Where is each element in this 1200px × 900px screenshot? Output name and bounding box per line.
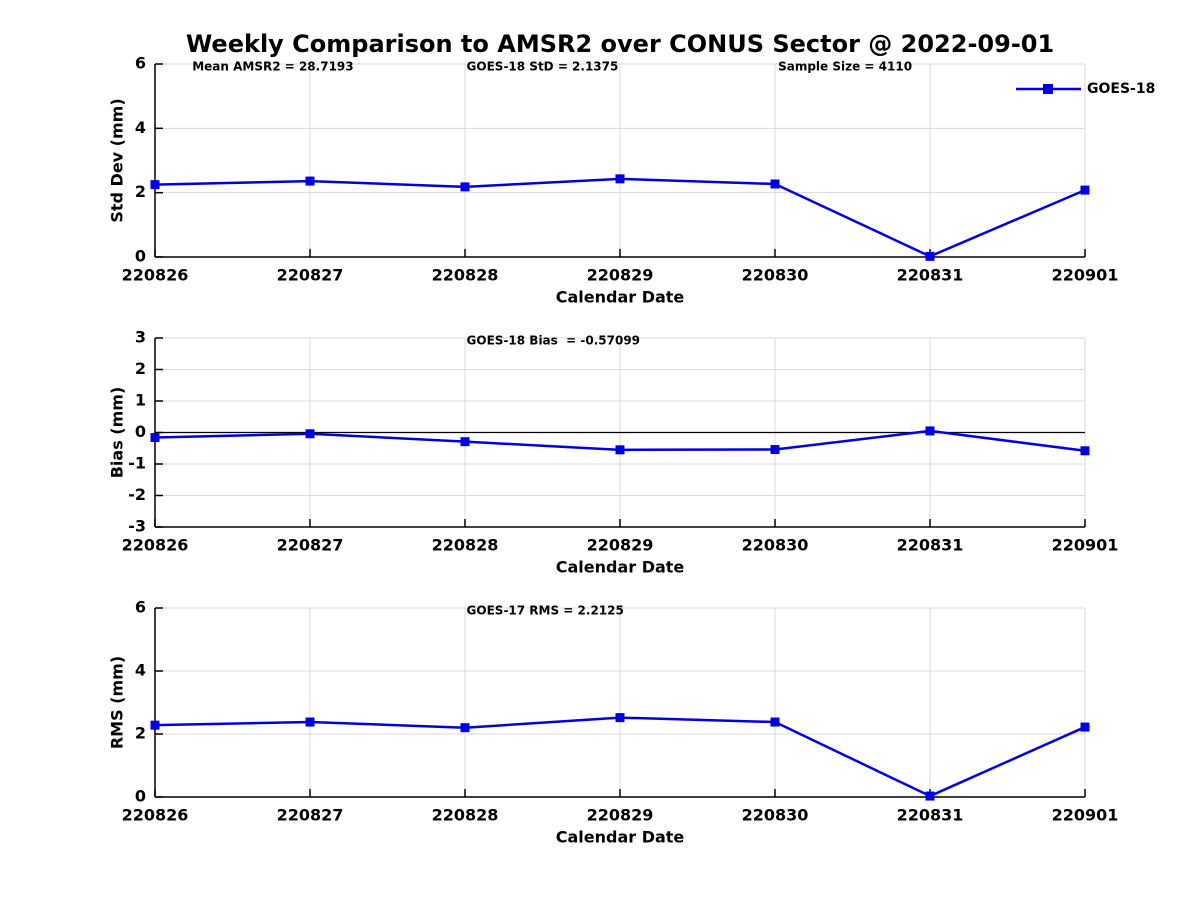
x-tick-label: 220827 <box>277 536 344 555</box>
x-tick-label: 220831 <box>897 806 964 825</box>
y-axis-title: Std Dev (mm) <box>108 98 127 222</box>
x-tick-label: 220826 <box>122 806 189 825</box>
y-tick-label: 6 <box>135 598 146 617</box>
y-tick-label: 2 <box>135 359 146 378</box>
x-axis-title: Calendar Date <box>556 558 685 577</box>
y-tick-label: 1 <box>135 391 146 410</box>
x-tick-label: 220831 <box>897 536 964 555</box>
data-point-marker <box>460 437 470 447</box>
x-tick-label: 220901 <box>1052 536 1119 555</box>
legend-marker-icon <box>1043 84 1053 94</box>
y-tick-label: -1 <box>128 454 146 473</box>
x-tick-label: 220830 <box>742 536 809 555</box>
data-point-marker <box>770 717 780 727</box>
data-point-marker <box>1080 185 1090 195</box>
data-point-marker <box>770 445 780 455</box>
data-point-marker <box>925 251 935 261</box>
y-tick-label: 0 <box>135 247 146 266</box>
annotation-text: Sample Size = 4110 <box>778 60 912 74</box>
x-tick-label: 220828 <box>432 536 499 555</box>
x-tick-label: 220830 <box>742 806 809 825</box>
data-point-marker <box>150 720 160 730</box>
y-tick-label: -3 <box>128 517 146 536</box>
data-point-marker <box>150 433 160 443</box>
subplot-bias: 220826 220827 220828 220829 220830 220831 2209… <box>108 328 1119 577</box>
annotation-text: GOES-18 StD = 2.1375 <box>467 60 619 74</box>
x-tick-label: 220829 <box>587 536 654 555</box>
legend-label: GOES-18 <box>1087 81 1155 97</box>
data-point-marker <box>150 180 160 190</box>
y-tick-label: 2 <box>135 724 146 743</box>
data-point-marker <box>305 717 315 727</box>
annotation-text: Mean AMSR2 = 28.7193 <box>192 60 353 74</box>
figure-title: Weekly Comparison to AMSR2 over CONUS Se… <box>185 30 1055 58</box>
y-tick-label: 0 <box>135 422 146 441</box>
y-tick-label: 3 <box>135 328 146 347</box>
annotation-text: GOES-17 RMS = 2.2125 <box>467 604 624 618</box>
x-tick-label: 220826 <box>122 536 189 555</box>
y-tick-label: 4 <box>135 661 146 680</box>
y-tick-label: -2 <box>128 485 146 504</box>
legend: GOES-18 <box>1016 81 1155 97</box>
x-tick-label: 220901 <box>1052 806 1119 825</box>
y-tick-label: 2 <box>135 182 146 201</box>
data-point-marker <box>305 429 315 439</box>
y-tick-label: 6 <box>135 54 146 73</box>
subplot-rms: 220826 220827 220828 220829 220830 220831 2209… <box>108 598 1119 847</box>
data-point-marker <box>925 791 935 801</box>
data-point-marker <box>925 426 935 436</box>
data-point-marker <box>460 723 470 733</box>
data-point-marker <box>1080 722 1090 732</box>
x-axis-title: Calendar Date <box>556 828 685 847</box>
y-tick-label: 0 <box>135 787 146 806</box>
x-tick-label: 220830 <box>742 266 809 285</box>
data-point-marker <box>615 445 625 455</box>
annotation-text: GOES-18 Bias = -0.57099 <box>467 334 640 348</box>
data-point-marker <box>615 713 625 723</box>
y-tick-label: 4 <box>135 118 146 137</box>
x-tick-label: 220828 <box>432 266 499 285</box>
x-tick-label: 220826 <box>122 266 189 285</box>
x-tick-label: 220828 <box>432 806 499 825</box>
x-axis-title: Calendar Date <box>556 288 685 307</box>
x-tick-label: 220827 <box>277 266 344 285</box>
data-point-marker <box>615 174 625 184</box>
data-point-marker <box>305 176 315 186</box>
x-tick-label: 220901 <box>1052 266 1119 285</box>
data-point-marker <box>770 179 780 189</box>
data-point-marker <box>460 182 470 192</box>
y-axis-title: RMS (mm) <box>108 656 127 749</box>
x-tick-label: 220829 <box>587 806 654 825</box>
x-tick-label: 220827 <box>277 806 344 825</box>
subplot-std-dev: 220826 220827 220828 220829 220830 220831 2209… <box>108 54 1156 307</box>
x-tick-label: 220829 <box>587 266 654 285</box>
y-axis-title: Bias (mm) <box>108 387 127 479</box>
data-point-marker <box>1080 446 1090 456</box>
x-tick-label: 220831 <box>897 266 964 285</box>
